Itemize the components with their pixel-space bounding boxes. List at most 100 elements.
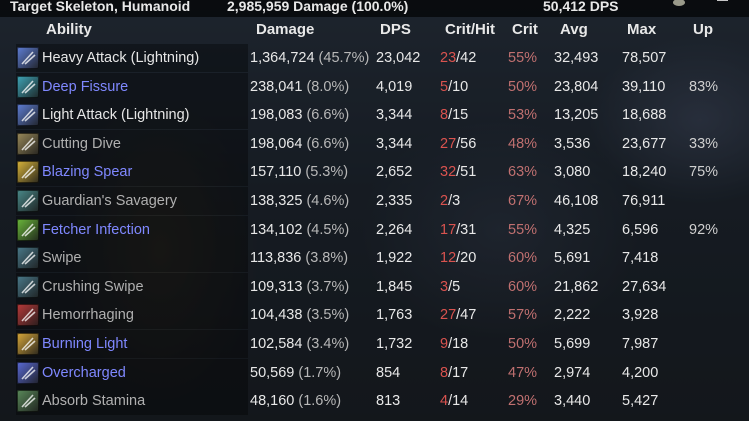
crit-count: 32 [440,164,457,181]
damage-value: 109,313 (3.7%) [250,273,349,301]
overcharged-icon [17,361,39,384]
ability-row[interactable]: Blazing Spear 157,110 (5.3%) 2,652 32/51 63%… [0,158,749,187]
minimize-icon[interactable] [717,0,728,1]
max-damage: 5,427 [622,393,659,410]
crit-percent: 29% [508,393,538,410]
damage-percent: (6.6%) [306,135,350,152]
max-damage: 18,688 [622,107,667,124]
damage-percent: (45.7%) [318,50,370,66]
ability-row[interactable]: Hemorrhaging 104,438 (3.5%) 1,763 27/47 57% 2… [0,301,749,330]
damage-value: 48,160 (1.6%) [250,387,341,415]
ability-name-backdrop [16,187,248,215]
damage-value: 113,836 (3.8%) [250,244,348,272]
dps-value: 3,344 [376,107,413,124]
hit-count: /3 [448,193,461,209]
column-dps[interactable]: DPS [380,21,411,38]
ability-row[interactable]: Overcharged 50,569 (1.7%) 854 8/17 47% 2,974 4… [0,358,749,387]
hit-count: /56 [456,135,477,152]
ability-row[interactable]: Deep Fissure 238,041 (8.0%) 4,019 5/10 50% 23… [0,72,749,101]
max-damage: 27,634 [622,278,667,295]
ability-row[interactable]: Burning Light 102,584 (3.4%) 1,732 9/18 50% 5… [0,330,749,358]
damage-percent: (6.6%) [306,107,350,124]
average-damage: 5,699 [554,336,591,352]
crit-count: 5 [440,78,449,95]
ability-name-backdrop [16,101,248,130]
crit-hit-value: 5/10 [440,73,468,101]
column-crit[interactable]: Crit [512,21,538,38]
crit-percent: 63% [508,164,538,181]
crit-count: 3 [440,278,449,295]
damage-amount: 113,836 [250,250,306,267]
crit-hit-value: 27/56 [440,130,476,158]
column-up[interactable]: Up [693,21,713,38]
crit-percent: 57% [508,307,538,324]
average-damage: 3,080 [554,164,591,181]
damage-percent: (3.5%) [306,307,350,324]
ability-name-backdrop [16,215,248,244]
ability-row[interactable]: Light Attack (Lightning) 198,083 (6.6%) 3,… [0,101,749,130]
column-ability[interactable]: Ability [46,21,92,38]
ability-name: Light Attack (Lightning) [42,107,190,124]
hit-count: /5 [448,278,461,295]
ability-name-backdrop [16,72,248,101]
crit-hit-value: 27/47 [440,301,476,329]
damage-amount: 48,160 [250,393,299,410]
crit-count: 23 [440,50,457,66]
chat-bubble-icon[interactable] [673,0,685,6]
damage-amount: 138,325 [250,193,307,209]
average-damage: 46,108 [554,193,599,209]
column-damage[interactable]: Damage [256,21,315,38]
hemorrhaging-icon [17,304,39,327]
max-damage: 39,110 [622,78,666,95]
hit-count: /14 [448,393,469,410]
ability-name: Cutting Dive [42,135,121,152]
hit-count: /47 [456,307,477,324]
ability-row[interactable]: Fetcher Infection 134,102 (4.5%) 2,264 17/3… [0,215,749,244]
max-damage: 23,677 [622,135,667,152]
damage-amount: 157,110 [250,164,306,181]
hit-count: /10 [448,78,469,95]
damage-percent: (4.5%) [306,221,350,238]
ability-row[interactable]: Absorb Stamina 48,160 (1.6%) 813 4/14 29% 3,4… [0,387,749,416]
column-avg[interactable]: Avg [560,21,588,38]
ability-row[interactable]: Heavy Attack (Lightning) 1,364,724 (45.7%… [0,44,749,72]
average-damage: 3,536 [554,135,591,152]
crit-hit-value: 8/15 [440,101,468,129]
dps-value: 1,763 [376,307,413,324]
column-max[interactable]: Max [627,21,657,38]
crit-percent: 53% [508,107,538,124]
average-damage: 21,862 [554,278,599,295]
dps-value: 1,922 [376,250,413,267]
ability-name: Crushing Swipe [42,278,144,295]
ability-name: Deep Fissure [42,78,129,95]
cutting-dive-icon [17,132,39,155]
max-damage: 7,418 [622,250,659,267]
ability-row[interactable]: Cutting Dive 198,064 (6.6%) 3,344 27/56 48% 3… [0,129,749,158]
column-crithit[interactable]: Crit/Hit [445,21,495,38]
ability-row[interactable]: Crushing Swipe 109,313 (3.7%) 1,845 3/5 60% 2… [0,272,749,301]
ability-name-backdrop [16,358,248,387]
average-damage: 32,493 [554,50,599,66]
crit-hit-value: 9/18 [440,330,468,358]
ability-row[interactable]: Swipe 113,836 (3.8%) 1,922 12/20 60% 5,691 7,4… [0,244,749,273]
fetcher-infection-icon [17,218,39,241]
ability-name-backdrop [16,129,248,158]
ability-name: Absorb Stamina [42,393,146,410]
crit-percent: 48% [508,135,538,152]
damage-amount: 1,364,724 [250,50,319,66]
max-damage: 4,200 [622,364,659,381]
damage-amount: 134,102 [250,221,307,238]
damage-value: 198,083 (6.6%) [250,101,349,129]
ability-row[interactable]: Guardian's Savagery 138,325 (4.6%) 2,335 2/… [0,187,749,215]
average-damage: 13,205 [554,107,599,124]
ability-name: Heavy Attack (Lightning) [42,50,200,66]
light-attack-icon [17,104,39,127]
damage-value: 138,325 (4.6%) [250,187,349,215]
crit-percent: 60% [508,278,538,295]
crit-percent: 47% [508,364,538,381]
column-header-row: Ability Damage DPS Crit/Hit Crit Avg Max… [0,17,749,43]
damage-value: 157,110 (5.3%) [250,158,348,186]
max-damage: 7,987 [622,336,659,352]
ability-name-backdrop [16,272,248,301]
